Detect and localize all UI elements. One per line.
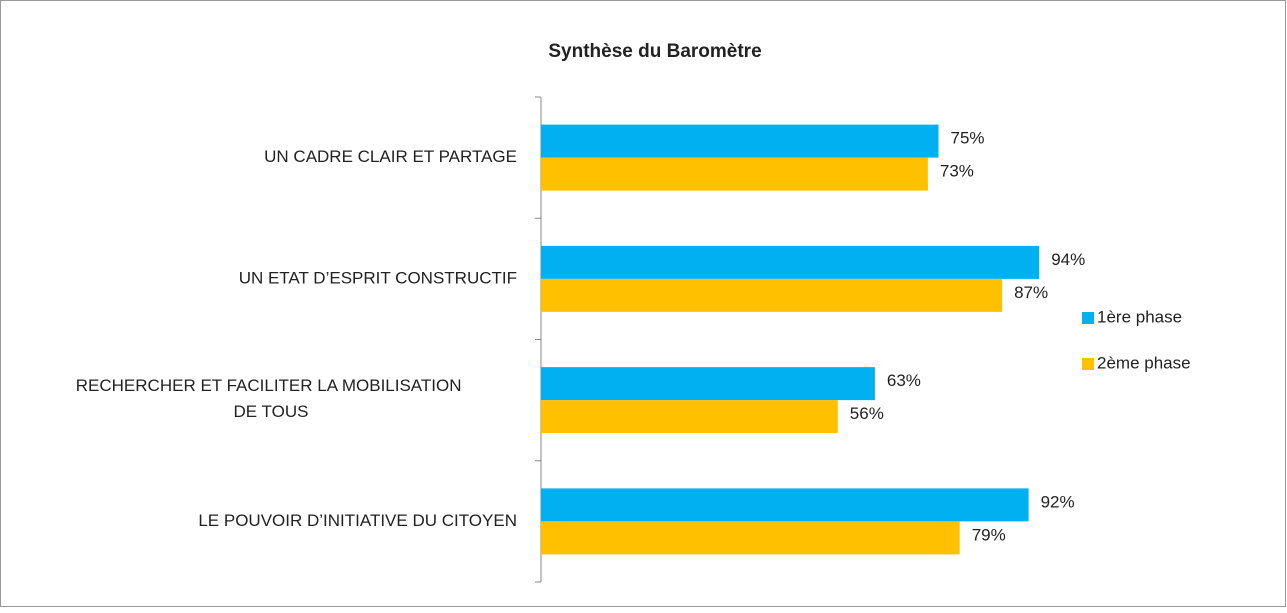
value-label: 56% bbox=[850, 404, 884, 423]
bar bbox=[541, 157, 928, 191]
bar bbox=[541, 521, 960, 555]
bar bbox=[541, 245, 1040, 279]
legend-label: 1ère phase bbox=[1097, 307, 1182, 326]
chart-title: Synthèse du Baromètre bbox=[548, 41, 761, 62]
value-label: 87% bbox=[1014, 283, 1048, 302]
bar bbox=[541, 400, 838, 434]
category-label: UN ETAT D’ESPRIT CONSTRUCTIF bbox=[239, 268, 517, 287]
category-label: UN CADRE CLAIR ET PARTAGE bbox=[264, 147, 517, 166]
legend-swatch bbox=[1082, 312, 1094, 324]
legend-label: 2ème phase bbox=[1097, 353, 1191, 372]
value-label: 73% bbox=[940, 162, 974, 181]
category-label: LE POUVOIR D’INITIATIVE DU CITOYEN bbox=[198, 511, 517, 530]
value-label: 92% bbox=[1041, 492, 1075, 511]
bar bbox=[541, 124, 939, 158]
legend-swatch bbox=[1082, 358, 1094, 370]
value-label: 75% bbox=[951, 129, 985, 148]
value-label: 79% bbox=[972, 525, 1006, 544]
bar bbox=[541, 278, 1003, 312]
bar bbox=[541, 488, 1029, 522]
value-label: 94% bbox=[1051, 250, 1085, 269]
bar bbox=[541, 367, 875, 401]
value-label: 63% bbox=[887, 371, 921, 390]
category-label: RECHERCHER ET FACILITER LA MOBILISATION … bbox=[76, 377, 466, 422]
